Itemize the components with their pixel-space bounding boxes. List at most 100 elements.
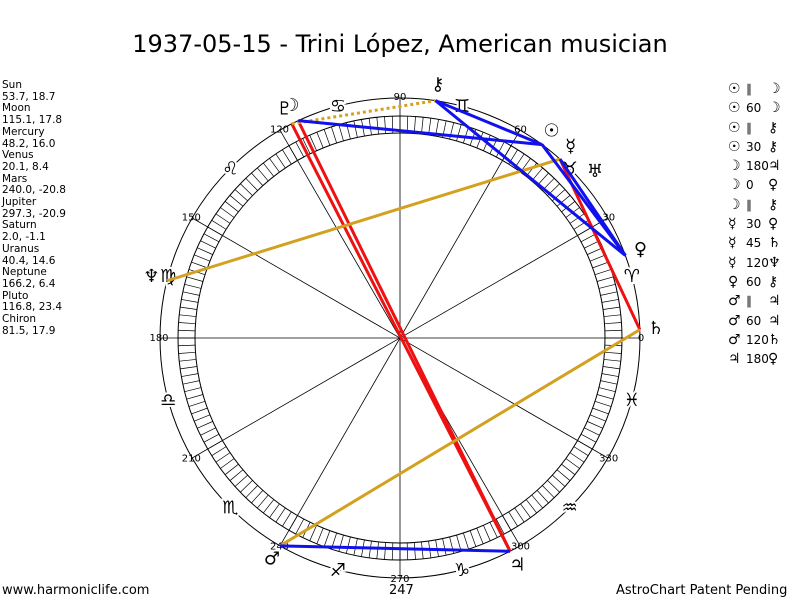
- aspect-planet-2: ♄: [768, 331, 781, 348]
- ring-tick: [215, 213, 231, 224]
- degree-label: 270: [390, 574, 409, 585]
- ring-tick: [263, 499, 275, 514]
- aspect-row: ☉ ∥ ☽: [728, 80, 781, 99]
- ring-tick: [194, 254, 211, 262]
- ring-tick: [495, 141, 505, 158]
- chiron-planet: ⚷: [431, 74, 444, 95]
- aspect-planet-2: ⚷: [768, 196, 779, 213]
- ring-tick: [580, 233, 597, 243]
- ring-tick: [598, 283, 616, 289]
- aspect-planet-2: ♃: [768, 158, 781, 175]
- aries-sign: ♈: [624, 266, 640, 287]
- ring-tick: [215, 452, 231, 463]
- ring-tick: [596, 276, 614, 282]
- planet-values: 40.4, 14.6: [2, 254, 56, 267]
- aspect-type: ∥: [746, 197, 752, 212]
- ring-tick: [180, 306, 198, 310]
- ring-tick: [469, 530, 477, 547]
- aspect-planet-1: ☉: [728, 138, 741, 155]
- aspect-type: 30: [746, 139, 762, 154]
- ring-tick: [240, 183, 253, 196]
- ring-tick: [413, 542, 416, 560]
- neptune-planet: ♆: [143, 266, 159, 287]
- ring-tick: [184, 387, 202, 393]
- ring-tick: [601, 373, 619, 377]
- ring-tick: [463, 126, 469, 144]
- aspect-type: 120: [746, 255, 769, 270]
- ring-tick: [180, 366, 198, 370]
- ring-tick: [194, 414, 211, 422]
- center-value: 247: [389, 583, 414, 598]
- aspect-planet-1: ☿: [728, 235, 737, 252]
- planet-name: Venus: [2, 149, 34, 162]
- virgo-sign: ♍: [160, 266, 176, 287]
- aspect-planet-2: ♀: [768, 216, 779, 233]
- degree-label: 30: [602, 213, 615, 224]
- ring-tick: [302, 138, 311, 154]
- ring-tick: [376, 117, 379, 135]
- ring-tick: [508, 511, 518, 527]
- ring-tick: [200, 240, 216, 249]
- ring-tick: [282, 149, 292, 165]
- degree-label: 0: [638, 333, 644, 344]
- aspect-type: 0: [746, 178, 754, 193]
- planet-values: 48.2, 16.0: [2, 137, 56, 150]
- ring-tick: [186, 276, 204, 282]
- ring-tick: [251, 490, 264, 504]
- aspect-planet-2: ♆: [768, 254, 781, 271]
- ring-tick: [184, 283, 202, 289]
- aspect-type: 120: [746, 332, 769, 347]
- ring-tick: [536, 490, 549, 504]
- aspect-row: ♀ 60 ⚷: [728, 273, 781, 292]
- scorpio-sign: ♏: [222, 498, 238, 519]
- degree-label: 300: [511, 542, 530, 553]
- ring-tick: [181, 299, 199, 303]
- planet-name: Pluto: [2, 289, 29, 302]
- aspect-row: ☉ 30 ⚷: [728, 138, 781, 157]
- degree-label: 180: [149, 333, 168, 344]
- aspect-planet-1: ☉: [728, 100, 741, 117]
- ring-tick: [338, 534, 344, 552]
- aspect-row: ☽ ∥ ⚷: [728, 196, 781, 215]
- aspect-line: [166, 157, 561, 283]
- aspect-planet-1: ♀: [728, 273, 739, 290]
- ring-tick: [604, 322, 622, 325]
- ring-tick: [584, 240, 600, 249]
- cancer-sign: ♋: [330, 96, 346, 117]
- ring-tick: [179, 314, 197, 317]
- aspect-line: [279, 328, 641, 548]
- planet-name: Chiron: [2, 313, 37, 326]
- ring-tick: [229, 469, 244, 481]
- aspect-planet-2: ♀: [768, 351, 779, 368]
- ring-tick: [188, 401, 206, 407]
- ring-tick: [596, 394, 614, 400]
- ring-tick: [602, 306, 620, 310]
- ring-tick: [203, 433, 220, 443]
- aspect-planet-2: ♃: [768, 293, 781, 310]
- venus-planet: ♀: [634, 239, 647, 260]
- degree-label: 150: [182, 213, 201, 224]
- ring-tick: [295, 518, 305, 535]
- ring-tick: [573, 446, 589, 456]
- leo-sign: ♌: [222, 158, 238, 179]
- moon-planet: ☽: [283, 95, 299, 116]
- website-link[interactable]: www.harmoniclife.com: [2, 583, 150, 598]
- planet-name: Moon: [2, 102, 31, 115]
- aspect-planet-1: ♂: [728, 312, 741, 329]
- aspect-planet-1: ☿: [728, 254, 737, 271]
- planet-name: Uranus: [2, 242, 40, 255]
- ring-tick: [592, 407, 609, 415]
- aspect-line: [291, 99, 436, 126]
- ring-tick: [178, 322, 196, 325]
- aspect-planet-2: ⚷: [768, 273, 779, 290]
- ring-tick: [565, 458, 580, 469]
- ring-tick: [197, 247, 213, 255]
- ring-tick: [197, 421, 213, 429]
- ring-tick: [181, 373, 199, 377]
- aspect-planet-2: ⚷: [768, 119, 779, 136]
- ring-tick: [269, 158, 280, 173]
- mars-planet: ♂: [264, 549, 280, 570]
- ring-tick: [587, 421, 603, 429]
- ring-tick: [323, 530, 331, 547]
- ring-tick: [295, 141, 305, 158]
